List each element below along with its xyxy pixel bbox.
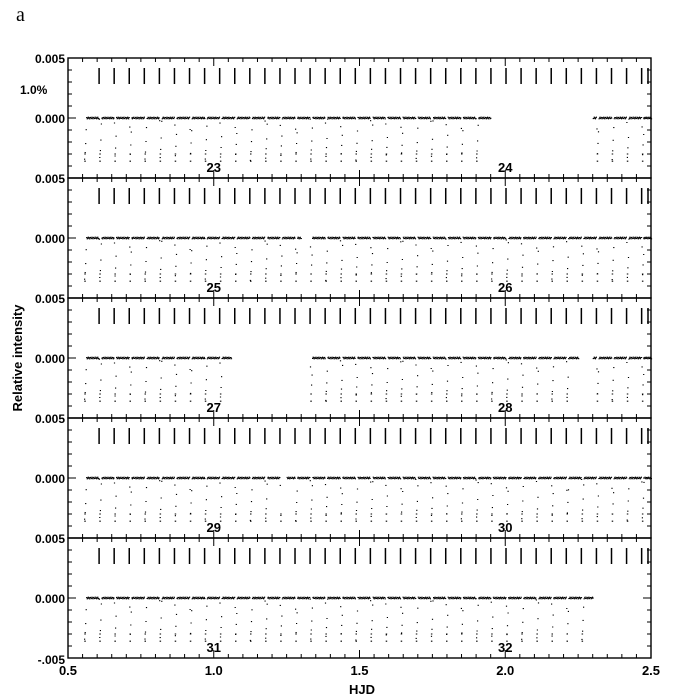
panel-2: 0.005 0.000 25 26 [35, 172, 653, 299]
y-axis-label: Relative intensity [10, 304, 25, 412]
day-label: 28 [498, 400, 512, 415]
y-tick-label-top: 0.005 [35, 292, 65, 306]
light-curve-points [84, 236, 653, 281]
eclipse-minimum-points [84, 153, 644, 162]
x-tick-label: 0.5 [59, 663, 77, 678]
panel-3: 0.005 0.000 27 28 [35, 292, 653, 419]
day-label: 31 [207, 640, 221, 655]
light-curve-points [84, 116, 653, 161]
eclipse-minimum-points [84, 513, 644, 522]
y-tick-label-mid: 0.000 [35, 112, 65, 126]
y-tick-label-top: 0.005 [35, 532, 65, 546]
y-tick-label-mid: 0.000 [35, 472, 65, 486]
day-label: 24 [498, 160, 513, 175]
y-tick-label-mid: 0.000 [35, 232, 65, 246]
day-label: 30 [498, 520, 512, 535]
figure-panel-label: a [16, 4, 25, 26]
day-label: 25 [207, 280, 221, 295]
y-tick-label-mid: 0.000 [35, 592, 65, 606]
day-label: 27 [207, 400, 221, 415]
day-label: 29 [207, 520, 221, 535]
eclipse-minimum-points [84, 393, 644, 402]
panel-4: 0.005 0.000 29 30 [35, 412, 652, 539]
y-tick-label-bottom: -.005 [38, 653, 66, 667]
x-tick-label: 1.5 [350, 663, 368, 678]
light-curve-points [84, 596, 594, 641]
panel-1: 0.005 0.000 23 24 [35, 52, 653, 179]
day-label: 32 [498, 640, 512, 655]
y-tick-label-top: 0.005 [35, 52, 65, 66]
y-tick-label-mid: 0.000 [35, 352, 65, 366]
light-curve-points [84, 356, 653, 401]
day-label: 26 [498, 280, 512, 295]
eclipse-minimum-points [84, 633, 584, 642]
day-label: 23 [207, 160, 221, 175]
y-tick-label-top: 0.005 [35, 172, 65, 186]
panels-group: 0.005 0.000 23 24 0.005 0.000 25 26 0.005 0.000 27… [35, 52, 660, 678]
light-curve-points [84, 476, 652, 522]
x-tick-label: 1.0 [205, 663, 223, 678]
scale-bar-label: 1.0% [20, 83, 48, 97]
x-tick-label: 2.0 [496, 663, 514, 678]
x-axis-label: HJD [349, 682, 375, 697]
panel-5: 0.005 0.000 -.005 31 32 [35, 532, 652, 667]
y-tick-label-top: 0.005 [35, 412, 65, 426]
x-tick-label: 2.5 [642, 663, 660, 678]
eclipse-minimum-points [84, 273, 644, 282]
